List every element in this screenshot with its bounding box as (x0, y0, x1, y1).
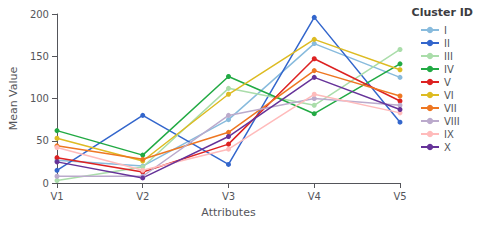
svg-text:200: 200 (30, 9, 49, 20)
svg-text:Cluster ID: Cluster ID (412, 6, 473, 19)
svg-text:VI: VI (444, 90, 454, 101)
svg-text:100: 100 (30, 93, 49, 104)
svg-text:0: 0 (43, 178, 49, 189)
svg-text:III: III (444, 51, 453, 62)
svg-text:V5: V5 (393, 191, 406, 202)
svg-text:50: 50 (36, 135, 49, 146)
svg-text:V3: V3 (222, 191, 235, 202)
svg-text:V: V (444, 77, 451, 88)
svg-text:IX: IX (444, 129, 454, 140)
svg-text:IV: IV (444, 64, 454, 75)
svg-text:VIII: VIII (444, 116, 460, 127)
svg-text:VII: VII (444, 103, 457, 114)
svg-text:II: II (444, 38, 450, 49)
svg-text:150: 150 (30, 51, 49, 62)
svg-text:V2: V2 (136, 191, 149, 202)
svg-text:Attributes: Attributes (201, 206, 256, 219)
svg-text:Mean Value: Mean Value (7, 66, 20, 130)
svg-text:V4: V4 (308, 191, 321, 202)
svg-text:X: X (444, 142, 451, 153)
svg-text:V1: V1 (50, 191, 63, 202)
svg-text:I: I (444, 25, 447, 36)
